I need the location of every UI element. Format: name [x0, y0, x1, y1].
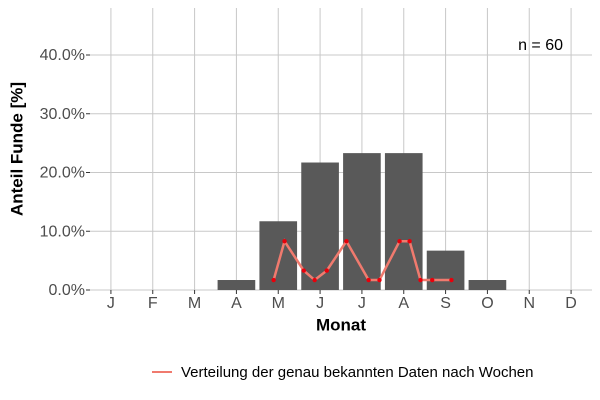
bar: [301, 162, 339, 290]
point: [344, 239, 349, 244]
y-axis-title: Anteil Funde [%]: [7, 82, 26, 216]
x-tick-label: J: [358, 295, 366, 312]
point: [312, 277, 317, 283]
point: [301, 268, 306, 273]
bar: [259, 221, 298, 290]
point: [449, 277, 454, 283]
point: [407, 239, 412, 244]
x-tick-label: J: [316, 295, 324, 312]
x-tick-label: M: [188, 295, 201, 312]
x-tick-label: D: [565, 295, 577, 312]
bar: [217, 280, 256, 290]
point: [366, 277, 371, 283]
bar: [426, 250, 465, 290]
y-tick-label: 40.0%: [40, 47, 85, 64]
point: [397, 239, 402, 244]
point: [271, 277, 276, 283]
x-axis-title: Monat: [316, 315, 366, 334]
x-tick-label: N: [523, 295, 535, 312]
y-tick-label: 0.0%: [49, 282, 85, 299]
legend-label: Verteilung der genau bekannten Daten nac…: [181, 364, 534, 381]
x-tick-label: A: [398, 295, 409, 312]
x-tick-label: A: [231, 295, 242, 312]
x-tick-label: O: [481, 295, 493, 312]
x-tick-label: F: [148, 295, 158, 312]
point: [324, 268, 329, 273]
annotation: n = 60: [518, 37, 563, 54]
point: [429, 277, 435, 283]
y-tick-label: 30.0%: [40, 106, 85, 123]
x-tick-label: J: [107, 295, 115, 312]
point: [377, 277, 382, 283]
bar: [468, 280, 507, 290]
point: [418, 277, 423, 283]
x-tick-label: M: [272, 295, 285, 312]
x-tick-label: S: [440, 295, 451, 312]
y-tick-label: 10.0%: [40, 223, 85, 240]
point: [282, 239, 287, 244]
y-tick-label: 20.0%: [40, 165, 85, 182]
